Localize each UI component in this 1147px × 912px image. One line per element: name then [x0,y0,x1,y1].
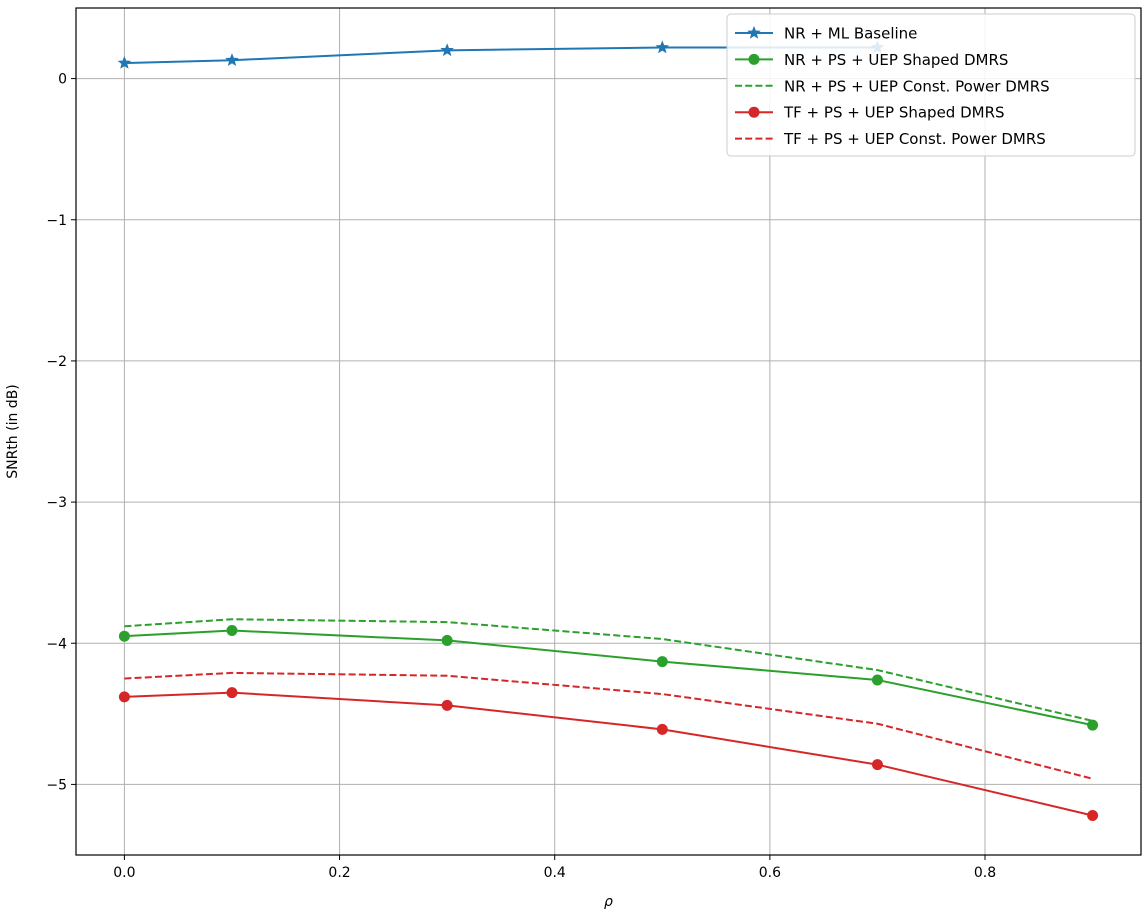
y-tick-label: −3 [46,495,67,511]
legend-label: NR + PS + UEP Shaped DMRS [784,51,1008,69]
data-point [225,53,239,66]
legend-marker [748,106,760,118]
legend-entry: NR + ML Baseline [735,25,917,43]
series-4 [124,671,1093,780]
legend: NR + ML Baseline NR + PS + UEP Shaped DMR… [726,13,1136,157]
x-axis-label: ρ [604,894,613,910]
grid-lines [76,8,1141,855]
y-tick-label: −4 [46,636,67,652]
legend-marker [747,25,761,39]
data-point [118,691,130,703]
legend-box [726,13,1136,157]
x-tick-label: 0.4 [544,865,566,881]
data-point [656,723,668,735]
data-point [441,634,453,646]
series-line [124,671,1093,780]
data-point [118,630,130,642]
series-3 [118,687,1099,821]
y-tick-label: 0 [58,72,67,88]
series-2 [124,618,1093,722]
legend-entry: NR + PS + UEP Shaped DMRS [735,51,1008,69]
data-point [656,656,668,668]
data-point [655,40,670,54]
plot-frame [75,7,1142,856]
legend-label: NR + PS + UEP Const. Power DMRS [784,77,1050,95]
legend-marker [748,53,760,65]
data-point [1087,719,1099,731]
series-layer [117,40,1099,821]
data-point [226,687,238,699]
series-line [124,629,1093,727]
x-tick-label: 0.6 [759,865,781,881]
data-point [871,759,883,771]
data-point [441,699,453,711]
series-line [124,618,1093,722]
legend-label: NR + ML Baseline [784,25,917,43]
x-axis: 0.0 0.2 0.4 0.6 0.8 [113,855,996,881]
legend-entry: TF + PS + UEP Shaped DMRS [735,104,1005,122]
data-point [1087,809,1099,821]
data-point [871,674,883,686]
data-point [226,625,238,637]
y-tick-label: −2 [46,354,67,370]
x-tick-label: 0.2 [328,865,350,881]
series-line [124,691,1093,817]
data-point [440,43,454,57]
x-tick-label: 0.0 [113,865,135,881]
legend-entry: NR + PS + UEP Const. Power DMRS [735,77,1050,95]
y-tick-label: −5 [46,777,67,793]
y-axis-label: SNRth (in dB) [5,384,21,479]
legend-entry: TF + PS + UEP Const. Power DMRS [735,130,1046,148]
legend-label: TF + PS + UEP Const. Power DMRS [783,130,1046,148]
legend-label: TF + PS + UEP Shaped DMRS [783,104,1005,122]
y-tick-label: −1 [46,213,67,229]
y-axis: 0 −1 −2 −3 −4 −5 [46,72,76,793]
data-point [117,55,132,69]
x-tick-label: 0.8 [974,865,996,881]
series-1 [118,625,1099,731]
